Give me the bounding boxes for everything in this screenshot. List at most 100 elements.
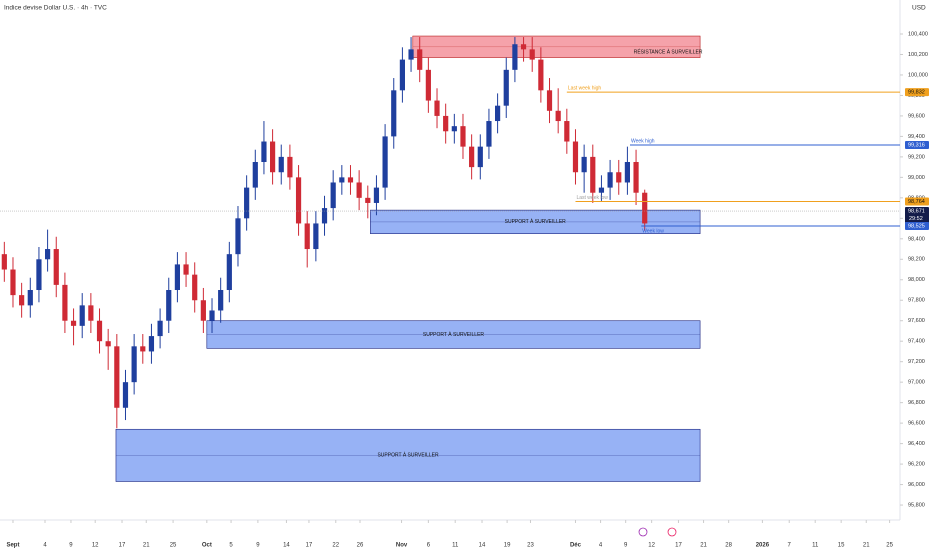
candle-body [131,346,137,383]
event-icon[interactable] [667,527,677,537]
y-tick-label: 100,000 [908,72,928,78]
candle-body [590,156,596,193]
x-tick-label: 4 [43,543,47,549]
x-tick-label: 14 [479,543,486,549]
candle-body [45,249,51,260]
y-tick-label: 98,400 [908,236,925,242]
x-tick-label: Déc [570,543,582,549]
y-tick-label: 99,000 [908,175,925,181]
x-tick-label: 15 [838,543,845,549]
x-tick-label: 9 [69,543,73,549]
candle-body [19,295,25,306]
x-tick-label: 5 [229,543,233,549]
candle-body [373,187,380,203]
candle-body [261,141,267,163]
candle-body [96,320,103,342]
x-tick-label: 22 [332,543,339,549]
candle-body [633,162,639,193]
candle-body [321,208,328,224]
candle-body [235,218,241,255]
candle-body [287,156,293,178]
x-tick-label: 21 [863,543,870,549]
y-tick-label: 97,200 [908,359,925,365]
candle-body [27,290,33,306]
price-badge [905,222,929,231]
x-tick-label: Oct [202,543,212,549]
candle-body [200,300,206,321]
candle-body [598,187,605,193]
price-badge-label: 98,671 [908,209,925,215]
x-tick-label: 17 [119,543,126,549]
countdown: 29:52 [909,216,923,222]
y-tick-label: 98,200 [908,257,925,263]
candle-body [408,49,414,60]
candle-body [105,341,111,347]
zone-label: SUPPORT À SURVEILLER [377,452,439,459]
x-tick-label: 25 [886,543,893,549]
candle-body [114,346,120,408]
candle-body [503,69,509,106]
candle-body [148,336,155,352]
y-tick-label: 95,800 [908,503,925,509]
candle-body [399,59,405,91]
x-tick-label: 25 [170,543,177,549]
candle-body [529,49,535,60]
candle-body [166,290,172,321]
candle-body [477,146,483,168]
x-tick-label: 11 [452,543,459,549]
candle-body [538,59,544,91]
candle-body [572,141,579,173]
y-tick-label: 97,000 [908,380,925,386]
candle-body [157,320,163,337]
candle-body [183,264,189,275]
candle-body [347,177,354,183]
y-tick-label: 100,400 [908,31,928,37]
candle-body [624,162,630,183]
price-line-name: Week low [642,228,664,234]
price-badge-label: 99,832 [908,90,925,96]
candle-body [226,254,232,291]
candle-body [434,100,440,116]
price-badge [905,207,929,224]
candle-body [581,156,587,173]
x-tick-label: 17 [675,543,682,549]
x-tick-label: 7 [788,543,792,549]
price-line-name: Week high [631,138,655,144]
candle-body [1,254,7,270]
currency: USD [912,5,926,12]
x-tick-label: Sept [6,543,19,549]
x-tick-label: 9 [624,543,628,549]
price-line-name: Last week low [576,195,608,201]
candle-body [339,177,345,183]
zone-label: RÉSISTANCE À SURVEILLER [634,48,703,55]
candle-body [460,126,466,147]
candle-body [330,182,336,209]
candle-body [174,264,180,291]
chart-title: Indice devise Dollar U.S. · 4h · TVC [4,5,107,12]
x-tick-label: 9 [256,543,260,549]
candle-body [512,44,518,70]
price-badge [905,88,929,97]
y-tick-label: 97,400 [908,339,925,345]
y-tick-label: 99,200 [908,154,925,160]
candle-body [88,305,94,321]
candle-body [62,284,68,321]
candle-body [520,44,527,50]
candle-body [244,187,250,219]
candle-body [313,223,319,250]
candle-body [295,177,302,224]
x-tick-label: 19 [504,543,511,549]
candle-body [53,249,59,285]
y-tick-label: 96,600 [908,421,925,427]
y-tick-label: 96,400 [908,441,925,447]
candle-body [546,90,553,111]
x-tick-label: 28 [725,543,732,549]
event-icon[interactable] [638,527,648,537]
candle-body [486,121,492,147]
candle-body [365,197,371,203]
y-tick-label: 97,800 [908,298,925,304]
y-tick-label: 97,600 [908,318,925,324]
candle-body [218,290,224,311]
x-tick-label: 26 [357,543,364,549]
